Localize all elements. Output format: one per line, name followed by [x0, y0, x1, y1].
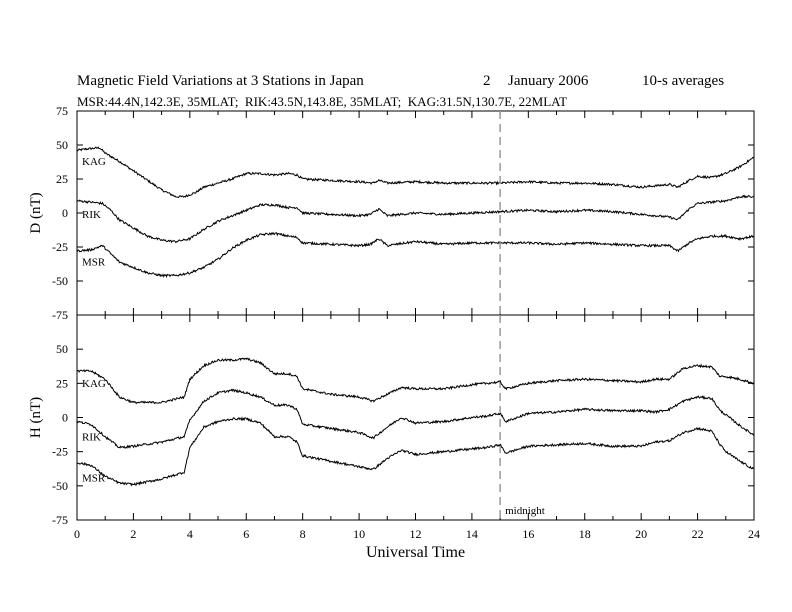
x-tick-label: 10	[353, 527, 365, 541]
y-tick-label: 0	[62, 206, 68, 220]
series-line-rik	[76, 194, 755, 244]
y-axis-label: D (nT)	[28, 192, 44, 233]
x-tick-label: 24	[748, 527, 760, 541]
series-label: RIK	[82, 431, 101, 443]
x-axis-label: Universal Time	[366, 544, 465, 561]
x-tick-label: 0	[74, 527, 80, 541]
series-label: KAG	[82, 378, 106, 390]
x-tick-label: 6	[243, 527, 249, 541]
x-tick-label: 12	[410, 527, 422, 541]
y-tick-label: -75	[52, 513, 68, 527]
y-tick-label: -25	[52, 240, 68, 254]
x-tick-label: 16	[522, 527, 534, 541]
x-tick-label: 4	[187, 527, 193, 541]
y-tick-label: -25	[52, 445, 68, 459]
x-tick-label: 18	[579, 527, 591, 541]
y-tick-label: 50	[56, 342, 68, 356]
y-tick-label: 0	[62, 411, 68, 425]
x-tick-label: 14	[466, 527, 478, 541]
chart-month-year: January 2006	[508, 73, 589, 89]
plot-frame-1	[76, 314, 755, 521]
y-axis-label: H (nT)	[28, 397, 44, 438]
y-tick-label: 50	[56, 138, 68, 152]
series-label: MSR	[82, 257, 106, 269]
series-line-msr	[76, 231, 755, 278]
series-label: KAG	[82, 156, 106, 168]
series-line-rik	[76, 388, 755, 449]
x-tick-label: 8	[300, 527, 306, 541]
chart-title: Magnetic Field Variations at 3 Stations …	[77, 73, 364, 89]
y-tick-label: -50	[52, 274, 68, 288]
y-tick-label: -50	[52, 479, 68, 493]
series-line-kag	[76, 146, 755, 199]
y-tick-label: -75	[52, 308, 68, 322]
x-tick-label: 22	[692, 527, 704, 541]
midnight-label: midnight	[505, 505, 545, 517]
series-label: MSR	[82, 472, 106, 484]
chart-day: 2	[483, 73, 491, 89]
stations-info: MSR:44.4N,142.3E, 35MLAT; RIK:43.5N,143.…	[77, 94, 568, 109]
y-tick-label: 25	[56, 376, 68, 390]
series-label: RIK	[82, 209, 101, 221]
chart-averaging: 10-s averages	[642, 73, 725, 89]
x-tick-label: 20	[635, 527, 647, 541]
series-line-msr	[76, 416, 755, 487]
series-line-kag	[76, 357, 755, 405]
y-tick-label: 25	[56, 172, 68, 186]
x-tick-label: 2	[130, 527, 136, 541]
y-tick-label: 75	[56, 104, 68, 118]
